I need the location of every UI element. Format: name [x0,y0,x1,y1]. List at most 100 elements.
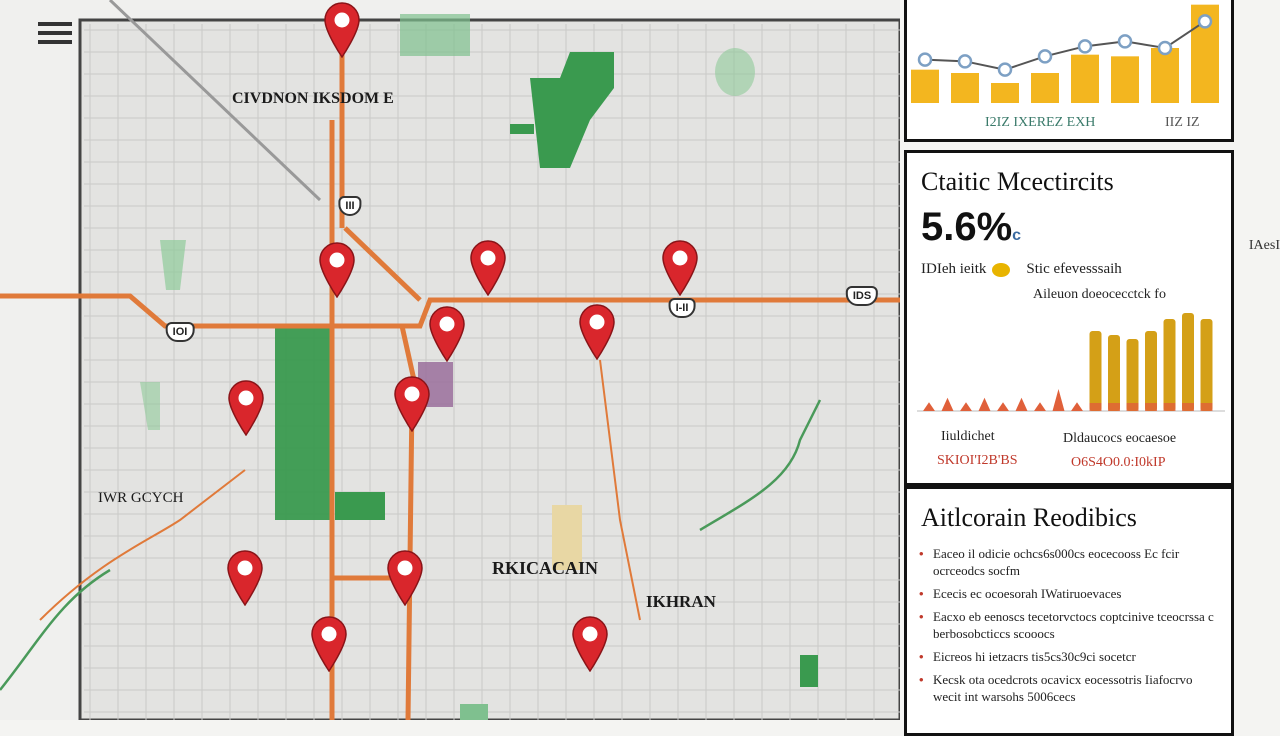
recommendations-list: Eaceo il odicie ochcs6s000cs eocecooss E… [919,545,1221,711]
recommendation-item: Eicreos hi ietzacrs tis5cs30c9ci socetcr [919,648,1221,665]
stats-bar [1071,402,1083,411]
stats-bar-base [1182,403,1194,411]
trend-point [1157,40,1173,56]
stats-bar [997,402,1009,411]
stats-big-unit: c [1012,227,1022,244]
stats-bar-base [1145,403,1157,411]
trend-bar [1151,48,1179,103]
stats-bar-base [1108,403,1120,411]
park-4 [400,14,470,56]
stats-bar-chart [917,313,1225,412]
trend-point [1037,49,1053,64]
map-label-downtown: RKICACAIN [492,558,599,578]
stats-bar [1163,319,1176,411]
map-pin-icon[interactable] [577,302,617,361]
menu-icon[interactable] [38,22,72,48]
park-8 [460,704,488,720]
map-canvas[interactable]: CIVDNON IKSDOM E IWR GCYCH RKICACAIN IKH… [0,0,900,720]
park-1 [275,328,330,520]
stats-foot-left-label: Iiuldichet [941,429,995,444]
stats-foot-right-value: O6S4O0.0:I0kIP [1071,455,1166,470]
recommendation-item: Eacxo eb eenoscs tecetorvctocs coptciniv… [919,608,1221,642]
minor-roads [39,359,641,621]
park-10 [140,382,160,430]
stats-big-number: 5.6% [921,205,1013,249]
stats-bar [941,397,954,411]
trend-y-label: IIZ IZ [1165,115,1200,130]
stats-chart-heading: Aileuon doeocecctck fo [1033,287,1166,302]
recommendation-item: Kecsk ota ocedcrots ocavicx eocessotris … [919,671,1221,705]
park-5 [715,48,755,96]
highway-shield-3: IDS [845,286,879,306]
stats-foot-left-value: SKIOI'I2B'BS [937,453,1018,468]
map-pin-icon[interactable] [309,614,349,673]
highway-diagonal [343,226,422,302]
trend-point [1197,14,1213,29]
park-2 [335,492,385,520]
legend-dot-icon [992,262,1011,277]
stats-bar-base [1089,403,1102,411]
map-pin-icon[interactable] [468,238,508,297]
park-6 [800,655,818,687]
map-pin-icon[interactable] [317,240,357,299]
parks [140,14,818,720]
highway-shield-4: III [338,196,362,216]
highway-main-ew [0,293,900,329]
trend-point [957,54,973,69]
recommendation-item: Eaceo il odicie ochcs6s000cs eocecooss E… [919,545,1221,579]
map-label-southeast-district: IKHRAN [646,592,716,611]
stats-bar [1200,319,1213,411]
edge-label: IAesI [1248,238,1280,253]
stats-bar [1015,397,1028,411]
map-pin-icon[interactable] [427,304,467,363]
recommendations-title: Aitlcorain Reodibics [921,503,1137,532]
trend-bar [1031,73,1059,103]
stats-bar [1089,331,1102,411]
map-label-west-town: IWR GCYCH [98,490,184,506]
trend-bar [951,73,979,103]
trend-x-label: I2IZ IXEREZ EXH [985,115,1096,130]
stats-big-value: 5.6%c [921,205,1021,250]
map-pin-icon[interactable] [392,374,432,433]
map-base[interactable] [0,0,900,720]
trend-point [997,62,1013,77]
recommendation-item: Ececis ec ocoesorah IWatiruoevaces [919,585,1221,602]
stats-foot-right-label: Dldaucocs eocaesoe [1063,431,1177,446]
stats-bar-base [1200,403,1213,411]
park-3 [530,52,614,168]
stats-legend: IDIeh ieitk Stic efevesssaih [921,261,1122,278]
trend-point [917,52,933,67]
trend-bar [1111,56,1139,103]
stats-panel: Ctaitic Mcectircits 5.6%c IDIeh ieitk St… [904,150,1234,486]
trend-point [1077,39,1093,54]
legend-right-label: Stic efevesssaih [1026,261,1122,277]
stats-bar-base [1126,403,1139,411]
map-pin-icon[interactable] [570,614,610,673]
minor-road-south [599,359,641,621]
map-pin-icon[interactable] [225,548,265,607]
park-7 [510,124,534,134]
trend-point [1117,34,1133,49]
map-pin-icon[interactable] [226,378,266,437]
stats-bar [1052,389,1065,411]
map-pin-icon[interactable] [660,238,700,297]
trend-bar [911,69,939,103]
stats-bar [1108,335,1120,411]
trend-bar [991,83,1019,103]
river-east [699,399,822,532]
map-pin-icon[interactable] [385,548,425,607]
rail-line [108,0,322,202]
stats-bar [1126,339,1139,411]
stats-bar [960,402,972,411]
highway-shield-2: I-II [668,298,696,318]
minor-road-west [39,469,246,621]
stats-bar [978,397,991,411]
trend-panel: I2IZ IXEREZ EXH IIZ IZ [904,0,1234,142]
stats-bar [1145,331,1157,411]
stats-title: Ctaitic Mcectircits [921,167,1114,196]
highway-shield-1: IOI [165,322,195,342]
park-9 [160,240,186,290]
trend-bar [1071,54,1099,103]
map-pin-icon[interactable] [322,0,362,59]
map-frame [78,18,900,720]
